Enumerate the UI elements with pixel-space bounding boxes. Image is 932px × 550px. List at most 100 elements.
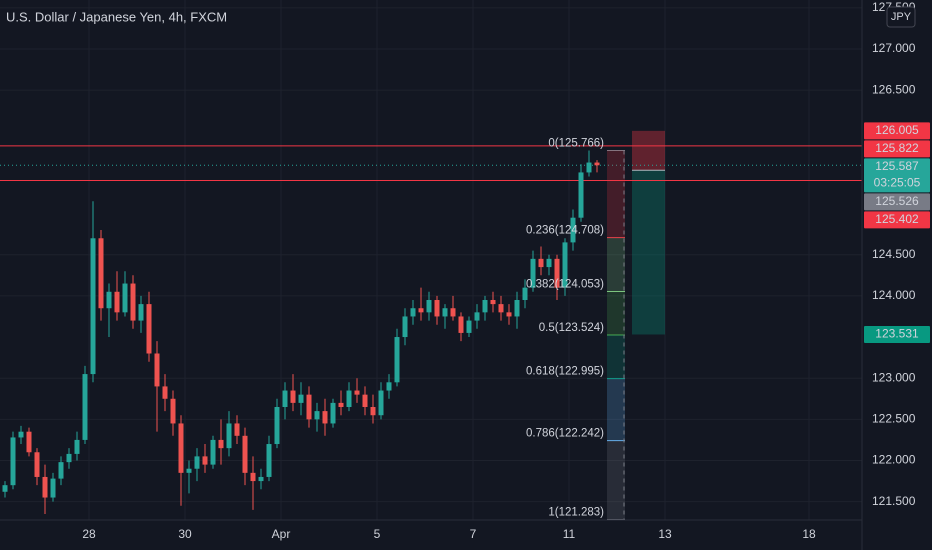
candle-body [74,439,80,454]
candle-body [554,258,560,288]
candle-body [226,423,232,449]
y-tick-label: 122.000 [872,453,916,467]
x-tick-label: 7 [470,527,477,541]
y-tick-label: 126.500 [872,82,916,96]
x-tick-label: 30 [178,527,192,541]
candle-body [18,431,24,438]
candle-body [322,411,328,424]
candle-body [210,439,216,465]
grid [0,0,862,520]
y-tick-label: 124.500 [872,247,916,261]
candle-body [418,308,424,313]
candle-body [354,390,360,395]
fib-label: 1(121.283) [548,507,604,519]
candle-body [194,456,200,469]
axes: 127.500127.000126.500124.500124.000123.0… [82,0,930,541]
candle-body [106,291,112,309]
candle-body [130,283,136,321]
price-label-bg [864,158,930,193]
x-tick-label: 13 [658,527,672,541]
candle-body [546,258,552,268]
target-zone [632,170,665,335]
candle-body [426,300,432,313]
candle-body [58,462,64,479]
price-label: 125.587 [875,159,919,173]
candle-body [218,439,224,449]
candle-body [466,320,472,333]
candle-body [114,291,120,313]
candle-body [290,390,296,403]
candle-body [234,423,240,436]
candle-body [282,390,288,407]
currency-badge[interactable] [886,6,916,28]
fib-zone [607,335,625,379]
candle-body [482,300,488,313]
candle-body [346,390,352,407]
candle-body [178,423,184,473]
candle-body [2,485,8,492]
candles [2,150,600,514]
candle-body [242,435,248,473]
y-tick-label: 122.500 [872,412,916,426]
price-label: 126.005 [875,123,919,137]
candle-body [434,300,440,317]
x-tick-label: 18 [802,527,816,541]
price-label: 123.531 [875,327,919,341]
candle-body [314,411,320,420]
candle-body [170,398,176,424]
candle-body [514,300,520,317]
candle-body [474,312,480,321]
candle-body [162,386,168,399]
fib-label: 0.786(122.242) [526,428,604,440]
x-tick-label: 5 [374,527,381,541]
fib-label: 0(125.766) [548,138,604,150]
candle-body [570,217,576,243]
candle-body [578,172,584,218]
countdown: 03:25:05 [874,176,921,190]
price-label: 125.402 [875,212,919,226]
overlays [0,130,862,335]
candle-body [202,456,208,465]
fib-zone [607,291,625,336]
candle-body [258,476,264,482]
candle-body [498,304,504,313]
candle-body [530,258,536,288]
fib-label: 0.618(122.995) [526,366,604,378]
fib-label: 0.382(124.053) [526,279,604,291]
candle-body [450,308,456,317]
price-axis [862,0,932,550]
candle-body [458,316,464,333]
x-tick-label: Apr [272,527,291,541]
candle-body [154,353,160,387]
candle-body [506,312,512,317]
candle-body [250,472,256,482]
candle-body [442,308,448,317]
candle-body [138,304,144,321]
chart-title: U.S. Dollar / Japanese Yen, 4h, FXCM [6,9,227,24]
candle-body [490,300,496,305]
y-tick-label: 124.000 [872,288,916,302]
candle-body [306,394,312,420]
candle-body [186,468,192,473]
candle-body [330,402,336,424]
candle-body [522,287,528,300]
fib-retracement: 0(125.766) 0.236(124.708) 0.382(124.053) 0.… [526,138,625,521]
candle-body [34,452,40,477]
y-tick-label: 121.500 [872,494,916,508]
candle-body [50,478,56,498]
candle-body [394,337,400,383]
candle-body [386,382,392,391]
candle-body [594,162,600,166]
fib-zone [607,150,625,238]
candle-body [66,453,72,463]
fib-zone [607,237,625,292]
price-label-bg [864,122,930,140]
fib-label: 0.5(123.524) [539,322,604,334]
price-label-bg [864,193,930,211]
x-tick-label: 28 [82,527,96,541]
fib-label: 0.236(124.708) [526,225,604,237]
candle-body [90,238,96,375]
candle-body [266,444,272,477]
candle-body [146,304,152,354]
